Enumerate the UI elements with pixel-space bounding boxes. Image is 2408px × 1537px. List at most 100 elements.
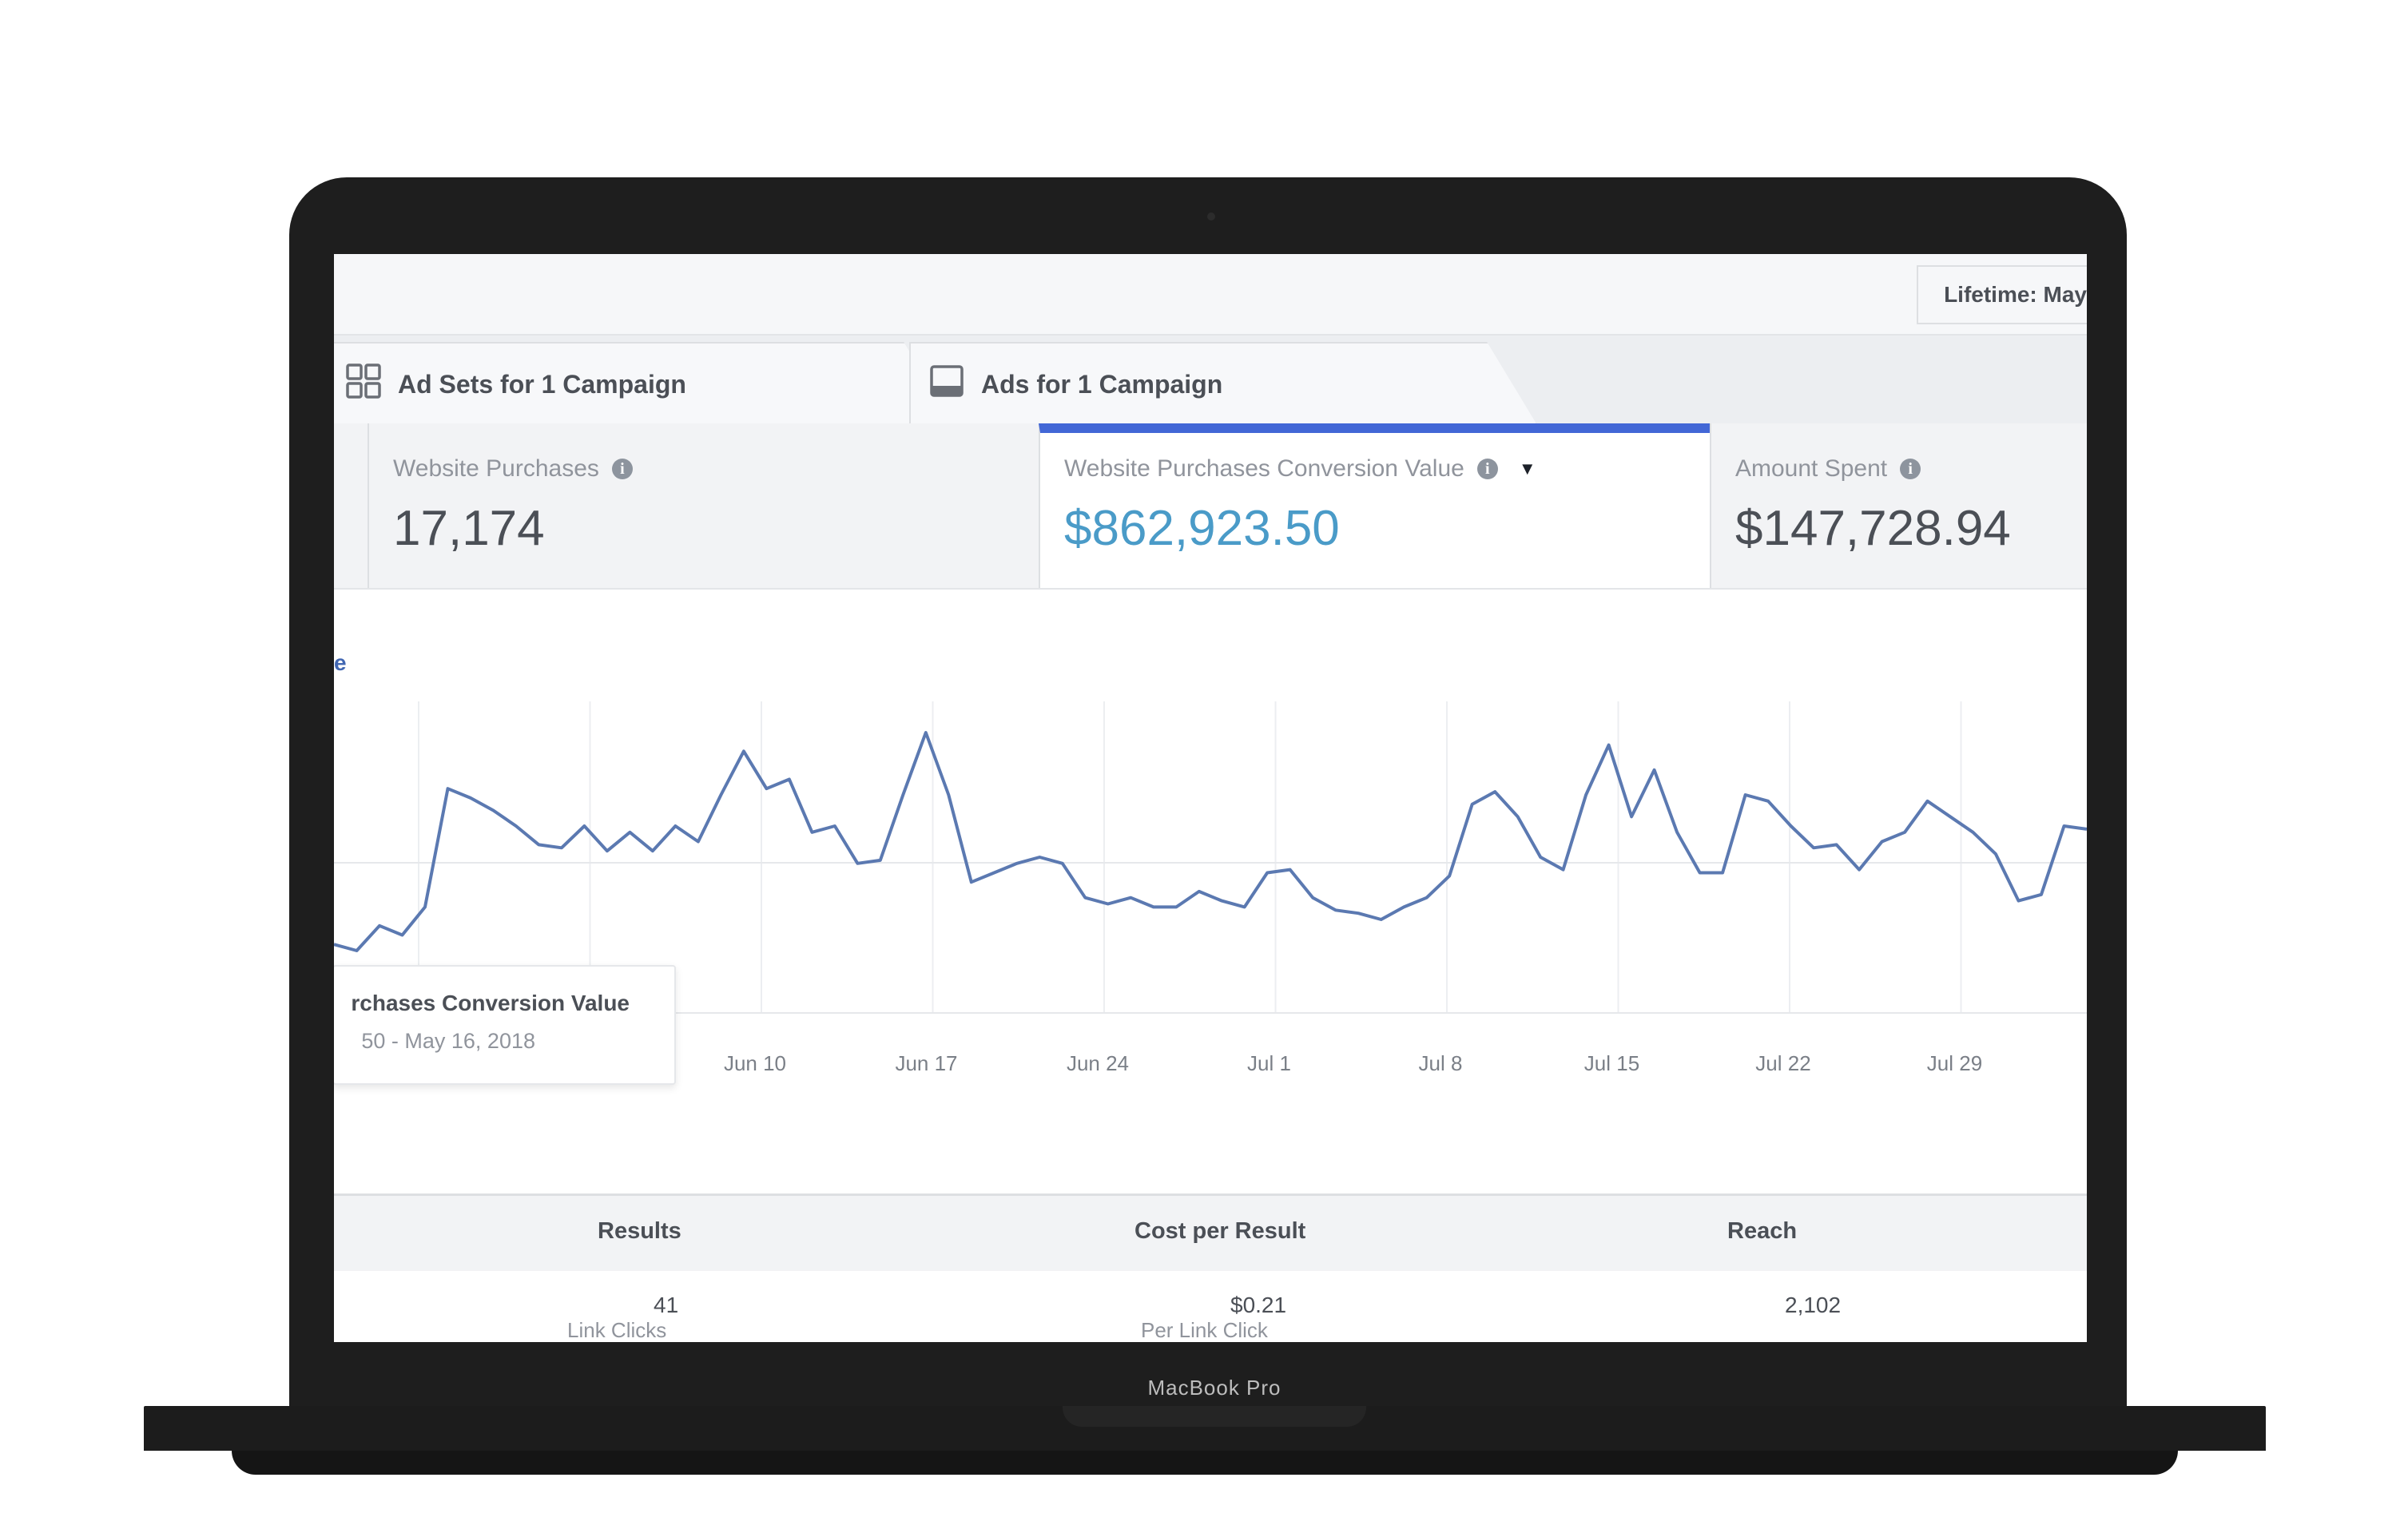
device-brand-label: MacBook Pro [1147,1376,1281,1400]
data-point[interactable] [1698,871,1703,876]
data-point[interactable] [1083,896,1087,900]
data-point[interactable] [1174,904,1178,909]
metric-card-amount-spent[interactable]: Amount Spent i $147,728.94 [1710,423,2087,588]
column-header-cost-per-result[interactable]: Cost per Result [1134,1218,1306,1244]
data-point[interactable] [627,830,632,835]
data-point[interactable] [1333,908,1338,912]
data-point[interactable] [582,824,586,828]
data-point[interactable] [1447,873,1452,878]
data-point[interactable] [1197,889,1202,894]
data-point[interactable] [2017,899,2021,904]
data-point[interactable] [1880,840,1885,844]
cell-reach: 2,102 [1785,1293,1842,1317]
info-icon[interactable]: i [611,459,633,479]
data-point[interactable] [446,786,451,791]
data-point[interactable] [605,848,610,853]
metric-card-conversion-value[interactable]: Website Purchases Conversion Value i ▼ $… [1039,423,1710,588]
data-point[interactable] [1583,792,1588,797]
data-point[interactable] [1492,789,1497,794]
column-header-results[interactable]: Results [598,1218,681,1244]
data-point[interactable] [1538,855,1543,860]
data-point[interactable] [1720,871,1725,876]
metric-label-row: Website Purchases i [393,455,633,483]
data-point[interactable] [423,904,427,909]
data-point[interactable] [2062,824,2067,828]
x-tick-label: Jul 22 [1755,1051,1810,1075]
data-point[interactable] [2039,892,2044,897]
data-point[interactable] [673,824,677,828]
data-point[interactable] [536,842,541,847]
tab-ads[interactable]: Ads for 1 Campaign [909,342,1537,425]
caret-down-icon[interactable]: ▼ [1518,459,1536,479]
metric-value: $862,923.50 [1064,501,1340,556]
data-point[interactable] [991,871,996,876]
data-point[interactable] [900,792,905,797]
data-point[interactable] [1106,902,1111,907]
camera-icon [1207,212,1215,220]
data-point[interactable] [1015,861,1019,866]
data-point[interactable] [1971,830,1976,835]
data-point[interactable] [1743,792,1748,797]
data-point[interactable] [1629,814,1634,819]
metrics-row: Website Purchases i 17,174 Website Purch… [334,423,2087,590]
data-point[interactable] [1925,799,1930,804]
info-icon[interactable]: i [1900,459,1921,479]
date-range-button[interactable]: Lifetime: May [1917,265,2087,324]
data-point[interactable] [1242,904,1247,909]
data-point[interactable] [878,858,883,863]
cell-cost-sub: Per Link Click [1141,1318,1268,1342]
data-point[interactable] [1379,917,1384,922]
data-point[interactable] [559,845,564,850]
data-point[interactable] [514,824,519,828]
data-point[interactable] [1516,814,1520,819]
data-point[interactable] [1652,768,1657,772]
data-point[interactable] [1766,799,1770,804]
data-point[interactable] [1811,845,1816,850]
data-point[interactable] [1607,743,1611,748]
data-point[interactable] [491,808,496,813]
metric-card-website-purchases[interactable]: Website Purchases i 17,174 [368,423,1039,588]
data-point[interactable] [355,948,360,953]
data-point[interactable] [1037,855,1042,860]
data-point[interactable] [650,848,655,853]
tab-strip: Ad Sets for 1 Campaign Ads for 1 Campaig… [334,336,2087,425]
info-icon[interactable]: i [1476,459,1498,479]
data-point[interactable] [1151,904,1156,909]
data-point[interactable] [741,749,746,753]
data-point[interactable] [1128,896,1133,900]
data-point[interactable] [1561,868,1566,872]
data-point[interactable] [400,933,405,938]
data-point[interactable] [1834,842,1839,847]
data-point[interactable] [924,730,928,735]
data-point[interactable] [1356,911,1361,915]
data-point[interactable] [468,796,473,800]
data-point[interactable] [1401,904,1406,909]
data-point[interactable] [1948,814,1953,819]
data-point[interactable] [1310,896,1315,900]
data-point[interactable] [696,840,701,844]
data-point[interactable] [1993,852,1998,856]
data-point[interactable] [787,777,792,782]
data-point[interactable] [809,830,814,835]
data-point[interactable] [832,824,837,828]
tab-ad-sets[interactable]: Ad Sets for 1 Campaign [334,342,954,425]
data-point[interactable] [1857,868,1862,872]
data-point[interactable] [377,923,382,928]
data-point[interactable] [1902,830,1907,835]
data-point[interactable] [855,861,860,866]
metric-label: Website Purchases [393,455,599,482]
data-point[interactable] [1789,824,1794,828]
data-point[interactable] [946,792,951,797]
data-point[interactable] [1060,861,1065,866]
data-point[interactable] [1219,899,1224,904]
data-point[interactable] [969,880,974,884]
data-point[interactable] [1675,830,1679,835]
column-header-reach[interactable]: Reach [1727,1218,1798,1244]
data-point[interactable] [1425,896,1429,900]
data-point[interactable] [1265,871,1270,876]
tab-ad-sets-label: Ad Sets for 1 Campaign [398,369,686,399]
data-point[interactable] [718,792,723,797]
data-point[interactable] [1288,868,1293,872]
data-point[interactable] [764,786,769,791]
data-point[interactable] [1470,802,1475,807]
